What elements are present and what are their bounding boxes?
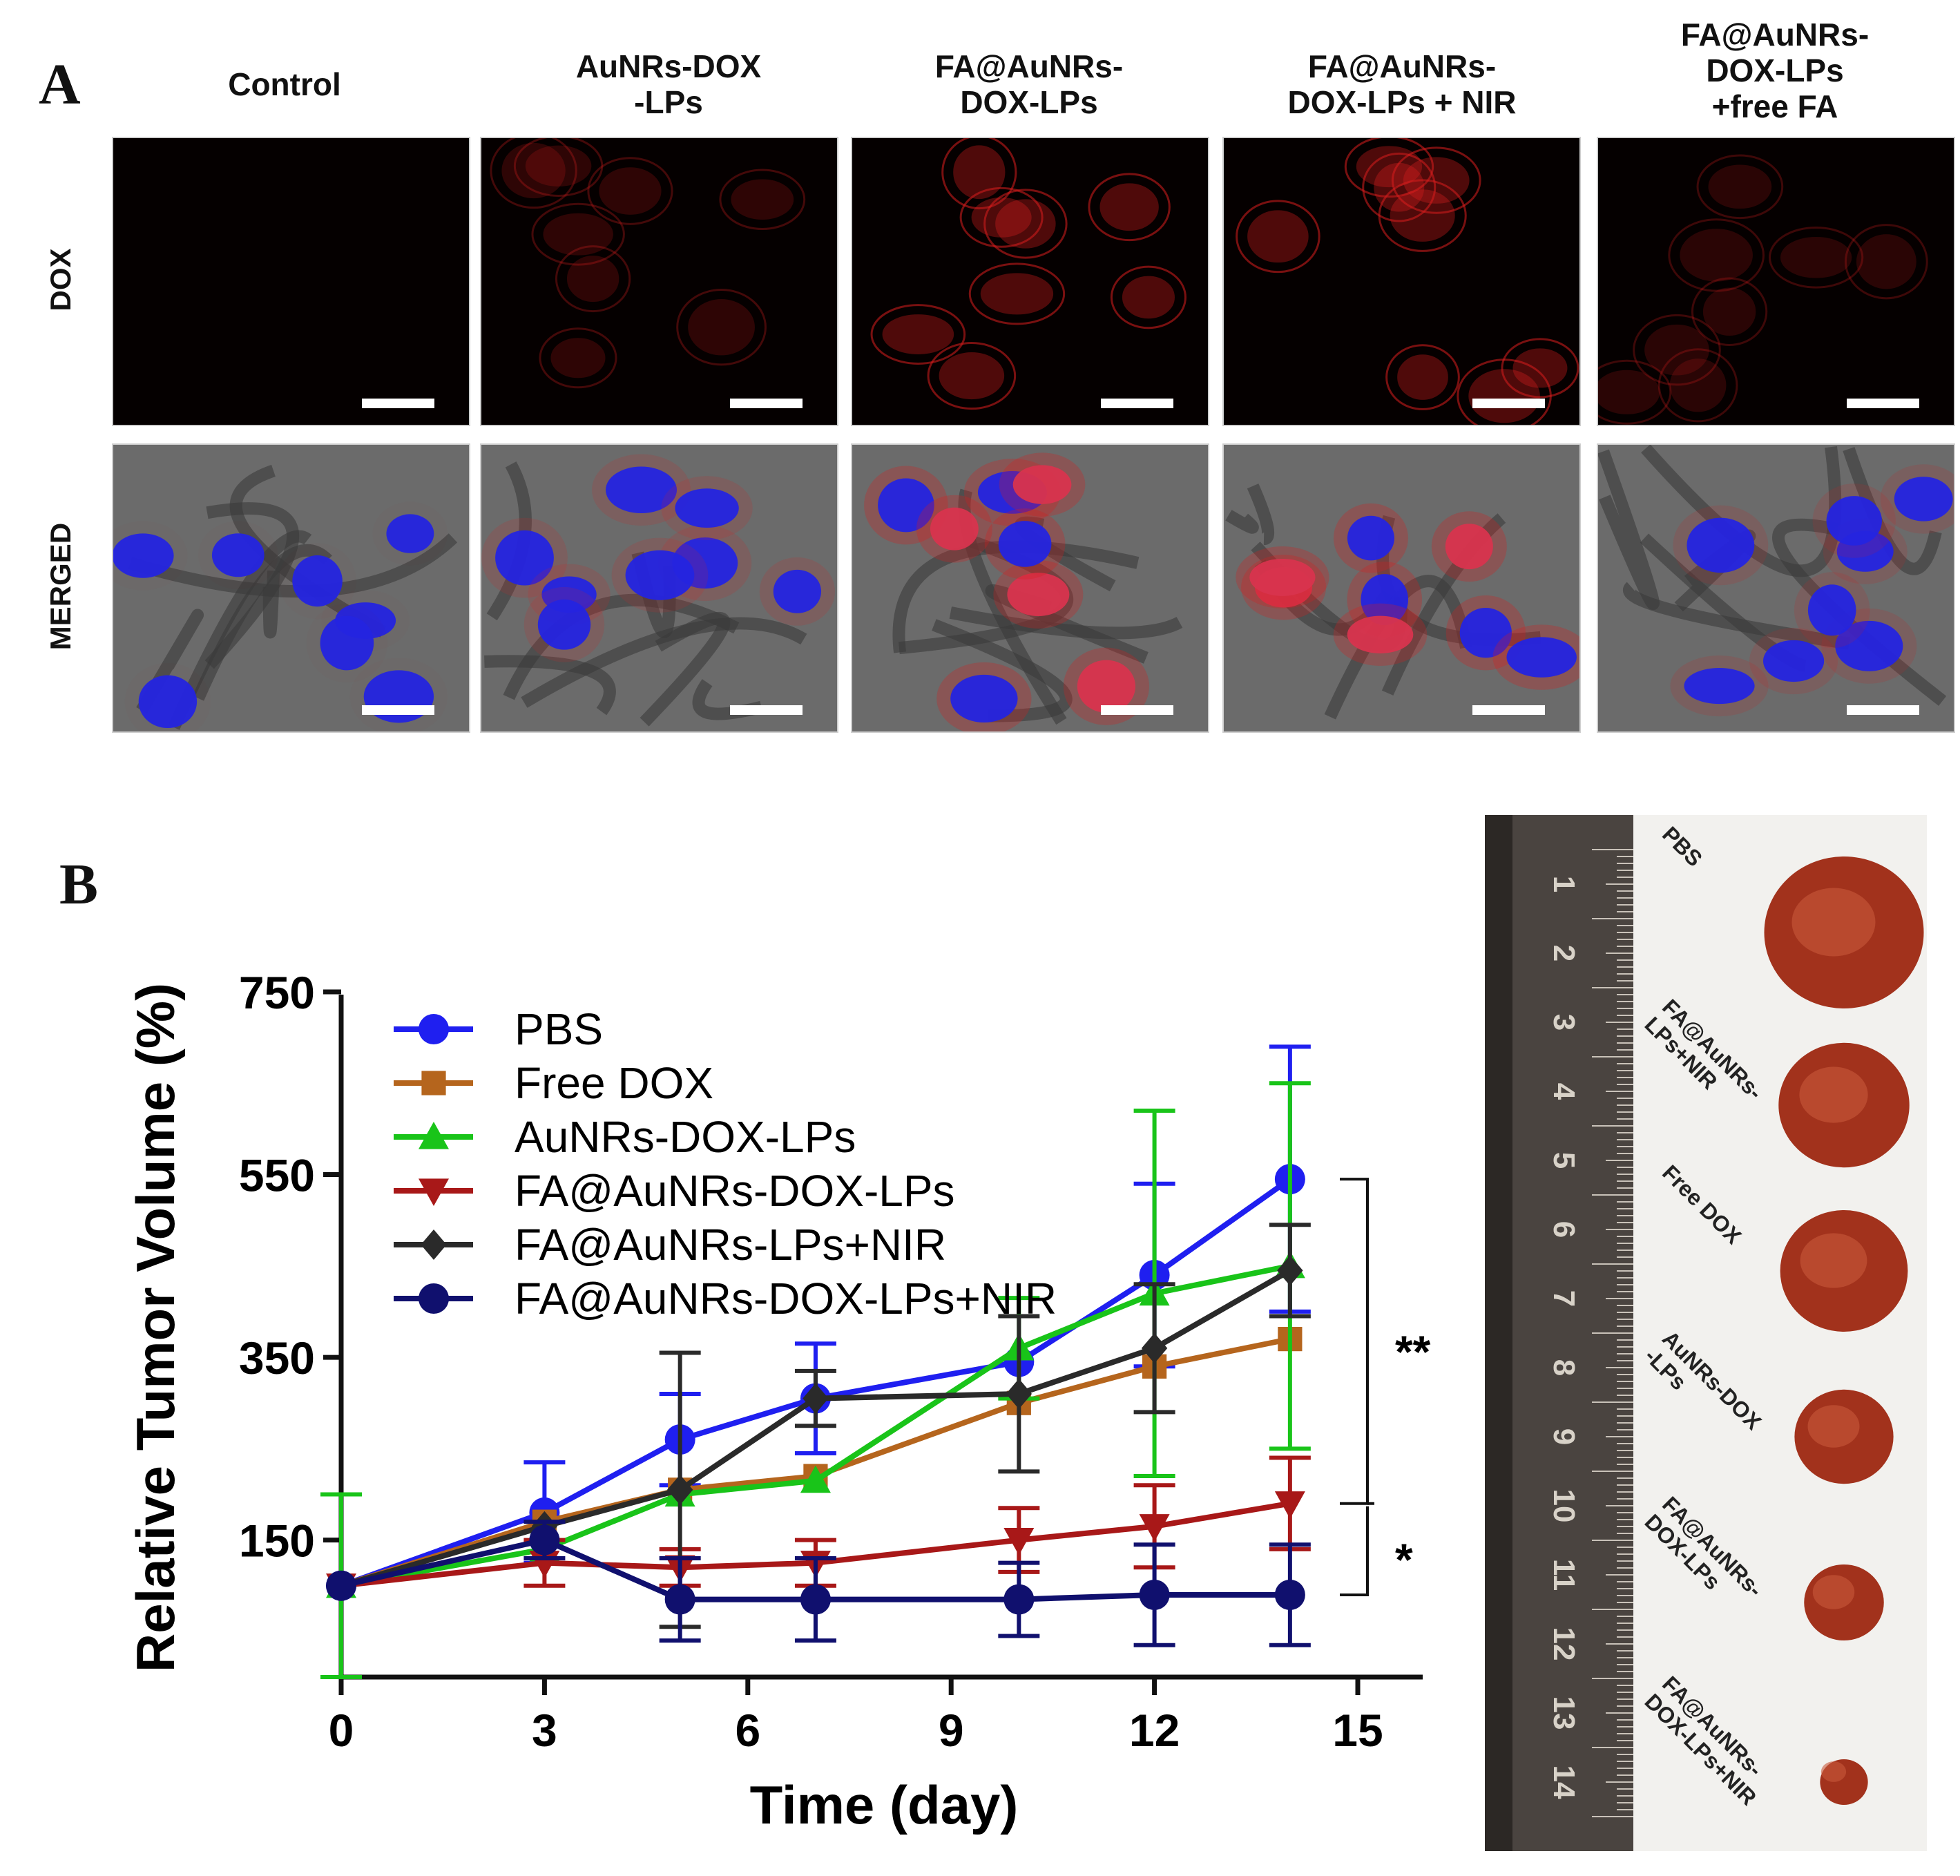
data-point: [1274, 1491, 1305, 1519]
x-tick-label-3: 9: [939, 1705, 964, 1756]
data-point: [1139, 1514, 1170, 1542]
merged-image-1: [480, 443, 838, 733]
legend-marker-3: [419, 1178, 449, 1206]
data-point: [1274, 1579, 1305, 1610]
ruler-number-9: 9: [1547, 1428, 1581, 1445]
data-point: [800, 1465, 831, 1493]
data-point: [666, 1474, 693, 1505]
dox-image-2: [851, 137, 1209, 426]
column-title-3: FA@AuNRs- DOX-LPs + NIR: [1287, 48, 1517, 120]
x-tick-label-2: 6: [735, 1705, 760, 1756]
y-tick-label-3: 750: [239, 967, 315, 1018]
legend-label-4: FA@AuNRs-LPs+NIR: [515, 1220, 946, 1270]
legend-marker-5: [419, 1283, 449, 1314]
tumor-highlight-4: [1812, 1575, 1855, 1609]
y-tick-label-1: 350: [239, 1332, 315, 1384]
merged-image-0: [112, 443, 470, 733]
ruler-number-1: 1: [1547, 876, 1581, 892]
legend-label-3: FA@AuNRs-DOX-LPs: [515, 1166, 955, 1216]
ruler-number-11: 11: [1547, 1559, 1581, 1591]
ruler-number-2: 2: [1547, 945, 1581, 961]
ruler-number-12: 12: [1547, 1627, 1581, 1661]
legend-label-5: FA@AuNRs-DOX-LPs+NIR: [515, 1274, 1057, 1323]
ruler-number-10: 10: [1547, 1489, 1581, 1523]
column-title-2: FA@AuNRs- DOX-LPs: [934, 48, 1124, 120]
x-tick-label-1: 3: [532, 1705, 557, 1756]
data-point: [664, 1584, 695, 1615]
column-title-1: AuNRs-DOX -LPs: [575, 48, 762, 120]
panel-b-letter: B: [59, 852, 99, 917]
ruler-edge: [1485, 815, 1512, 1851]
series-5: [326, 1520, 1311, 1647]
data-point: [800, 1584, 831, 1615]
legend-label-1: Free DOX: [515, 1058, 713, 1108]
x-axis-label: Time (day): [750, 1774, 1019, 1835]
ruler-number-7: 7: [1547, 1290, 1581, 1307]
significance-label-0: **: [1395, 1326, 1431, 1377]
data-point: [1139, 1579, 1170, 1610]
legend-marker-1: [421, 1071, 446, 1095]
data-point: [1141, 1332, 1168, 1363]
data-point: [803, 1383, 829, 1414]
dox-image-4: [1597, 137, 1955, 426]
column-title-4: FA@AuNRs- DOX-LPs +free FA: [1680, 17, 1870, 124]
data-point: [1003, 1584, 1035, 1615]
y-axis-label: Relative Tumor Volume (%): [125, 983, 186, 1672]
merged-image-2: [851, 443, 1209, 733]
data-point: [1003, 1528, 1035, 1556]
ruler-number-4: 4: [1547, 1083, 1581, 1100]
x-tick-label-0: 0: [329, 1705, 354, 1756]
dox-image-0: [112, 137, 470, 426]
data-point: [529, 1524, 560, 1556]
tumor-highlight-2: [1800, 1233, 1867, 1288]
tumor-volume-chart: 0 3 6 9 12 15 150 350 550 750 Time (day) Relative T…: [125, 967, 1431, 1835]
ruler-number-6: 6: [1547, 1221, 1581, 1238]
data-point: [1006, 1378, 1032, 1409]
significance-bracket-1: [1340, 1502, 1374, 1596]
tumor-highlight-3: [1807, 1405, 1860, 1448]
legend-marker-4: [421, 1229, 447, 1260]
tumor-highlight-5: [1820, 1761, 1847, 1782]
ruler-number-5: 5: [1547, 1152, 1581, 1169]
legend-marker-2: [419, 1122, 449, 1149]
column-title-0: Control: [228, 66, 341, 102]
ruler-number-3: 3: [1547, 1014, 1581, 1031]
y-tick-label-0: 150: [239, 1515, 315, 1567]
y-tick-label-2: 550: [239, 1150, 315, 1201]
ruler-number-8: 8: [1547, 1359, 1581, 1376]
data-point: [1277, 1255, 1303, 1286]
merged-image-3: [1222, 443, 1581, 733]
significance-bracket-0: [1340, 1178, 1369, 1505]
legend-label-2: AuNRs-DOX-LPs: [515, 1112, 856, 1162]
legend-label-0: PBS: [515, 1004, 603, 1054]
ruler-number-14: 14: [1547, 1765, 1581, 1799]
significance-label-1: *: [1395, 1534, 1413, 1585]
tumor-highlight-0: [1791, 888, 1876, 957]
dox-image-3: [1222, 137, 1581, 426]
dox-image-1: [480, 137, 838, 426]
merged-image-4: [1597, 443, 1955, 733]
panel-a-letter: A: [39, 52, 81, 117]
excised-tumor-photo: 1234567891011121314PBSFA@AuNRs-LPs+NIRFr…: [1485, 815, 1927, 1851]
tumor-highlight-1: [1799, 1066, 1868, 1123]
legend-marker-0: [419, 1014, 449, 1044]
x-tick-label-4: 12: [1129, 1705, 1180, 1756]
ruler-number-13: 13: [1547, 1696, 1581, 1730]
data-point: [326, 1570, 356, 1601]
x-tick-label-5: 15: [1332, 1705, 1383, 1756]
